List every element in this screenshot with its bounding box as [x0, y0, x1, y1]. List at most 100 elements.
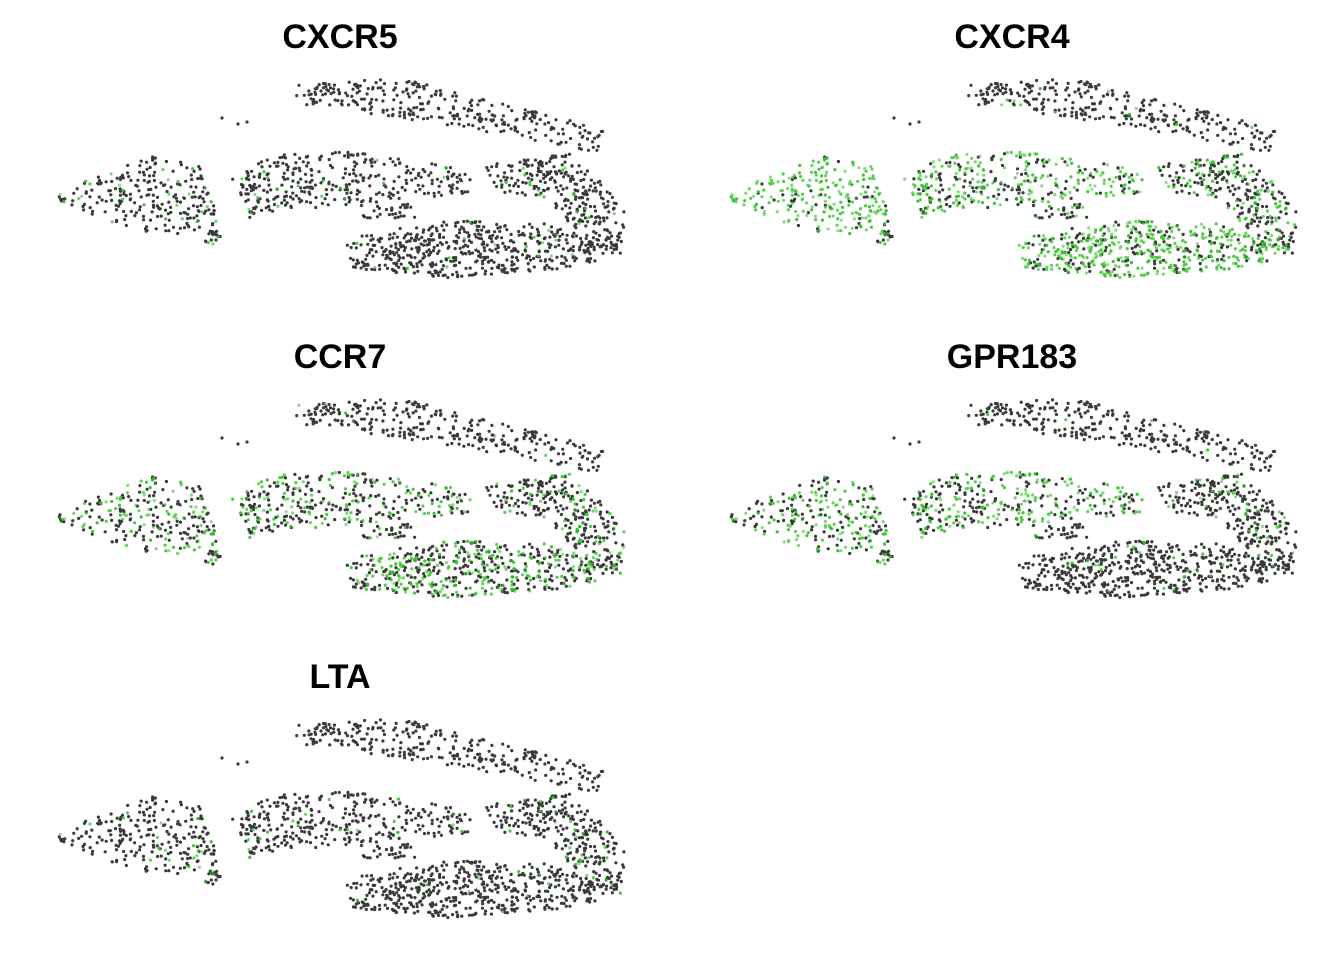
cell-point-expressed: [542, 195, 546, 199]
cell-point-expressed: [1238, 249, 1243, 253]
cell-point-expressed: [537, 570, 541, 574]
cell-point: [267, 178, 271, 182]
cell-point: [419, 107, 424, 112]
cell-point: [1199, 254, 1203, 258]
cell-point-expressed: [203, 186, 207, 190]
cell-point: [406, 522, 410, 526]
cell-point: [493, 550, 497, 554]
cell-point: [386, 434, 391, 438]
cell-point: [1254, 177, 1258, 182]
cell-point-expressed: [571, 497, 576, 501]
cell-point: [1176, 247, 1180, 251]
cell-point-expressed: [776, 180, 780, 184]
cell-point-expressed: [1023, 258, 1027, 262]
cell-point-expressed: [199, 523, 203, 528]
cell-point: [614, 522, 618, 526]
cell-point: [484, 589, 488, 593]
cell-point: [458, 246, 462, 250]
cell-point: [318, 418, 322, 422]
cell-point: [252, 495, 256, 499]
cell-point-expressed: [231, 497, 235, 501]
cell-point: [425, 243, 429, 247]
cell-point: [594, 231, 598, 235]
cell-point-expressed: [952, 183, 956, 187]
cell-point-expressed: [877, 205, 881, 209]
cell-point: [1077, 205, 1081, 209]
cell-point: [1225, 170, 1229, 174]
cell-point: [466, 244, 470, 248]
cell-point: [1149, 118, 1153, 122]
cell-point: [981, 97, 985, 101]
cell-point-expressed: [794, 209, 798, 214]
cell-point: [392, 573, 396, 577]
cell-point: [622, 225, 626, 229]
cell-point: [1225, 245, 1229, 249]
cell-point: [1088, 115, 1092, 119]
cell-point-expressed: [1225, 180, 1229, 184]
cell-point-expressed: [1132, 225, 1136, 229]
cell-point: [480, 98, 484, 102]
cell-point: [440, 224, 444, 228]
cell-point-expressed: [971, 177, 975, 181]
cell-point: [297, 197, 301, 201]
cell-point: [294, 161, 298, 165]
cell-point-expressed: [503, 510, 507, 514]
cell-point: [513, 125, 517, 129]
cell-point: [556, 509, 560, 513]
cell-point: [1152, 266, 1157, 270]
cell-point: [377, 173, 381, 177]
cell-point: [1040, 216, 1044, 220]
cell-point: [528, 258, 533, 262]
cell-point: [503, 590, 507, 595]
cell-point: [480, 242, 484, 246]
cell-point-expressed: [290, 505, 294, 509]
cell-point: [1087, 85, 1091, 89]
cell-point: [510, 268, 514, 272]
cell-point: [530, 163, 534, 167]
cell-point: [118, 177, 122, 181]
cell-point: [1174, 129, 1178, 133]
cell-point-expressed: [308, 500, 312, 504]
cell-point-expressed: [1076, 178, 1080, 182]
cell-point: [402, 568, 406, 573]
cell-point-expressed: [1264, 245, 1268, 249]
cell-point: [333, 198, 337, 202]
cell-point: [369, 494, 373, 498]
cell-point: [1194, 117, 1198, 121]
cell-point-expressed: [1017, 243, 1021, 247]
cell-point-expressed: [581, 521, 585, 525]
cell-point: [141, 214, 146, 218]
cell-point: [401, 410, 405, 414]
cell-point: [484, 269, 488, 273]
cell-point-expressed: [869, 165, 873, 169]
cell-point-expressed: [1168, 250, 1172, 254]
cell-point: [490, 165, 494, 169]
cell-point: [185, 221, 189, 226]
cell-point-expressed: [504, 567, 508, 571]
cell-point-expressed: [1210, 193, 1214, 197]
cell-point: [476, 249, 480, 254]
cell-point: [610, 515, 615, 519]
cell-point: [334, 504, 338, 508]
cell-point-expressed: [262, 508, 266, 512]
cell-point: [464, 266, 468, 270]
cell-point: [357, 409, 361, 413]
cell-point-expressed: [154, 547, 158, 551]
cell-point: [399, 262, 403, 266]
cell-point: [536, 233, 540, 237]
cell-point-expressed: [1139, 239, 1143, 243]
cell-point: [524, 501, 528, 505]
cell-point: [116, 204, 121, 208]
cell-point: [549, 170, 553, 174]
cell-point-expressed: [1126, 256, 1130, 260]
cell-point: [506, 443, 510, 447]
cell-point-expressed: [1081, 261, 1085, 265]
cell-point: [995, 92, 1000, 96]
cell-point: [383, 263, 387, 267]
cell-point: [1206, 128, 1210, 132]
cell-point-expressed: [762, 212, 766, 216]
cell-point: [283, 523, 288, 527]
cell-point: [505, 578, 509, 582]
cell-point: [490, 103, 494, 107]
cell-point: [480, 259, 485, 263]
